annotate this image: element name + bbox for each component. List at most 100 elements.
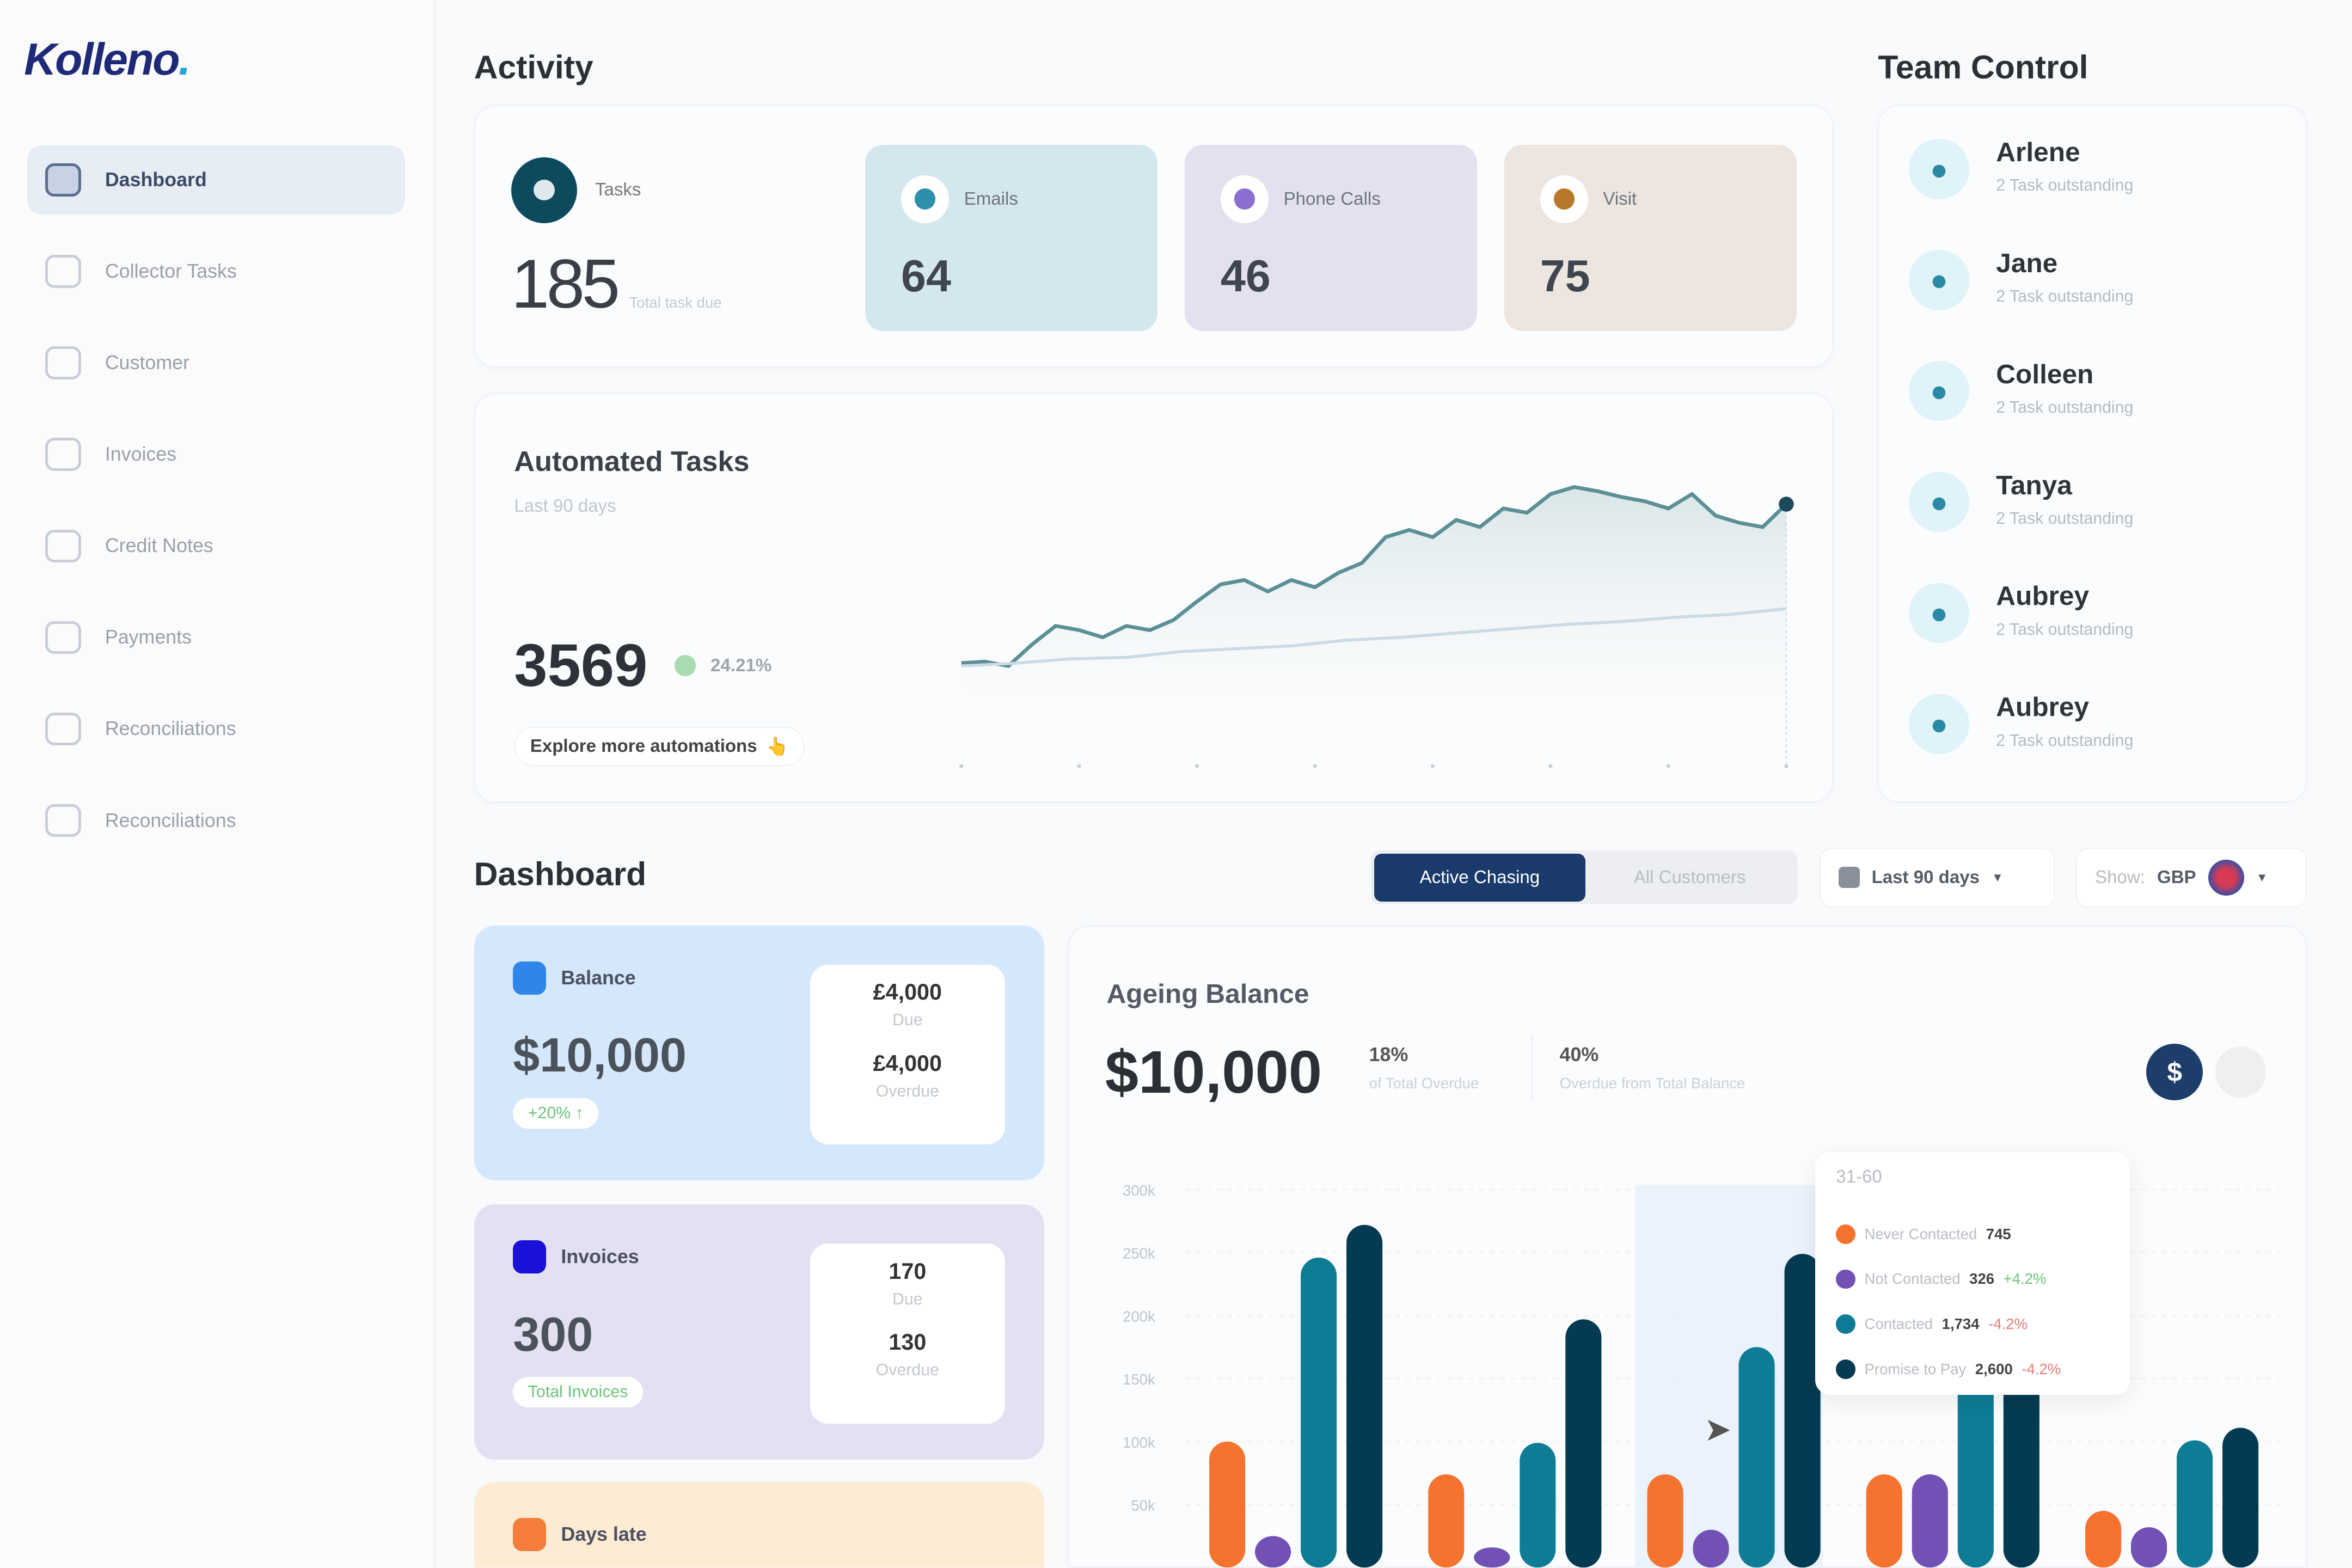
line-series-0 xyxy=(961,485,1787,668)
kpi-label: Days late xyxy=(561,1523,647,1545)
member-name: Colleen xyxy=(1996,358,2094,389)
team-member[interactable]: ● Aubrey 2 Task outstanding xyxy=(1909,691,2133,755)
line-point-marker[interactable] xyxy=(1778,497,1794,512)
sidebar-item-dashboard[interactable]: Dashboard xyxy=(27,145,405,215)
y-tick-label: 50k xyxy=(1131,1497,1155,1514)
active-chasing-tab[interactable]: Active Chasing xyxy=(1374,853,1586,902)
tooltip-series: Promise to Pay xyxy=(1864,1360,1967,1377)
bar-not-contacted[interactable] xyxy=(1693,1529,1729,1568)
stat-card-phone-calls[interactable]: Phone Calls 46 xyxy=(1184,145,1477,332)
invoice-icon xyxy=(45,438,81,471)
legend-dot-icon xyxy=(1836,1269,1856,1289)
tooltip-row: Not Contacted 326 +4.2% xyxy=(1836,1257,2109,1302)
bar-never-contacted[interactable] xyxy=(1428,1474,1464,1568)
email-icon xyxy=(901,175,950,223)
team-member[interactable]: ● Colleen 2 Task outstanding xyxy=(1909,358,2133,421)
bar-contacted[interactable] xyxy=(2176,1440,2213,1568)
logo-dot: . xyxy=(178,33,191,84)
sidebar-item-collector-tasks[interactable]: Collector Tasks xyxy=(27,237,405,306)
currency-view-button[interactable]: $ xyxy=(2146,1043,2203,1101)
bar-contacted[interactable] xyxy=(1519,1442,1556,1568)
currency-dropdown[interactable]: Show: GBP ▼ xyxy=(2076,847,2307,908)
kpi-value: $10,000 xyxy=(513,1028,687,1082)
bar-never-contacted[interactable] xyxy=(2085,1510,2121,1568)
x-tick xyxy=(1430,764,1435,768)
breakdown-label: Due xyxy=(892,1290,923,1308)
sidebar-item-customer[interactable]: Customer xyxy=(27,328,405,397)
sidebar-item-payments[interactable]: Payments xyxy=(27,603,405,672)
phone-icon xyxy=(1220,175,1269,223)
bar-promise-to-pay[interactable] xyxy=(1565,1319,1602,1568)
bar-not-contacted[interactable] xyxy=(1912,1474,1948,1568)
team-member[interactable]: ● Tanya 2 Task outstanding xyxy=(1909,469,2133,532)
kpi-card-invoices[interactable]: Invoices 300 Total Invoices 170 Due 130 Overdu… xyxy=(474,1204,1044,1460)
y-tick-label: 100k xyxy=(1123,1434,1155,1451)
stat-card-emails[interactable]: Emails 64 xyxy=(865,145,1158,332)
bar-promise-to-pay[interactable] xyxy=(2003,1378,2039,1568)
currency-value: GBP xyxy=(2157,867,2196,887)
explore-automations-button[interactable]: Explore more automations 👆 xyxy=(514,727,805,767)
all-customers-tab[interactable]: All Customers xyxy=(1633,867,1746,887)
legend-dot-icon xyxy=(1836,1359,1856,1379)
kpi-value: 300 xyxy=(513,1307,593,1361)
sidebar-item-label: Dashboard xyxy=(105,169,207,191)
bar-promise-to-pay[interactable] xyxy=(1784,1253,1821,1568)
breakdown-value: 130 xyxy=(889,1330,927,1355)
bar-never-contacted[interactable] xyxy=(1209,1441,1245,1568)
pointing-hand-icon: 👆 xyxy=(766,736,789,757)
bar-never-contacted[interactable] xyxy=(1866,1474,1902,1568)
team-member[interactable]: ● Jane 2 Task outstanding xyxy=(1909,247,2133,310)
team-member[interactable]: ● Arlene 2 Task outstanding xyxy=(1909,136,2133,199)
overdue-balance-pct: 40% xyxy=(1559,1043,1599,1065)
sidebar-item-reconciliations[interactable]: Reconciliations xyxy=(27,695,405,764)
count-view-button[interactable] xyxy=(2215,1046,2267,1098)
bar-not-contacted[interactable] xyxy=(2130,1527,2167,1568)
bar-contacted[interactable] xyxy=(1957,1365,1994,1568)
tooltip-value: 745 xyxy=(1986,1225,2011,1242)
overdue-pct: 18% xyxy=(1369,1043,1408,1065)
ageing-balance-value: $10,000 xyxy=(1105,1038,1322,1106)
legend-dot-icon xyxy=(1836,1314,1856,1334)
member-tasks: 2 Task outstanding xyxy=(1996,510,2134,528)
stat-card-visit[interactable]: Visit 75 xyxy=(1504,145,1797,332)
period-value: Last 90 days xyxy=(1871,867,1980,887)
kolleno-logo[interactable]: Kolleno. xyxy=(24,33,191,85)
tasks-sub: Total task due xyxy=(629,294,722,311)
dashboard-icon xyxy=(45,163,81,197)
bar-not-contacted[interactable] xyxy=(1473,1547,1510,1568)
sidebar-item-invoices[interactable]: Invoices xyxy=(27,420,405,489)
bar-promise-to-pay[interactable] xyxy=(2222,1428,2258,1568)
sidebar-item-credit-notes[interactable]: Credit Notes xyxy=(27,511,405,580)
breakdown-value: 170 xyxy=(889,1258,927,1284)
tooltip-change: -4.2% xyxy=(2022,1360,2061,1377)
tooltip-series: Contacted xyxy=(1864,1315,1933,1333)
sidebar-item-label: Collector Tasks xyxy=(105,260,237,283)
bar-contacted[interactable] xyxy=(1738,1347,1775,1568)
kpi-label: Invoices xyxy=(561,1246,639,1268)
bar-contacted[interactable] xyxy=(1300,1257,1337,1568)
team-member[interactable]: ● Aubrey 2 Task outstanding xyxy=(1909,580,2133,644)
bar-promise-to-pay[interactable] xyxy=(1346,1224,1382,1568)
reconciliation-icon xyxy=(45,804,81,837)
automated-tasks-value: 3569 xyxy=(514,632,648,700)
ageing-balance-bar-chart: 300k 250k 200k 150k 100k 50k xyxy=(1123,1182,2280,1568)
bar-never-contacted[interactable] xyxy=(1647,1474,1683,1568)
activity-title: Activity xyxy=(474,48,593,86)
sidebar-item-reconciliations[interactable]: Reconciliations xyxy=(27,786,405,855)
member-name: Arlene xyxy=(1996,136,2080,167)
kpi-card-days-late[interactable]: Days late xyxy=(474,1482,1044,1568)
chevron-down-icon: ▼ xyxy=(1992,870,2004,884)
tooltip-change: -4.2% xyxy=(1988,1315,2028,1333)
bar-not-contacted[interactable] xyxy=(1254,1536,1291,1568)
mouse-cursor-icon: ➤ xyxy=(1704,1410,1732,1448)
x-tick xyxy=(1666,764,1670,768)
ageing-balance-title: Ageing Balance xyxy=(1106,978,1309,1009)
user-avatar-icon: ● xyxy=(1909,472,1969,532)
balance-icon xyxy=(513,961,546,995)
kpi-pill: +20% ↑ xyxy=(513,1098,599,1129)
kpi-card-balance[interactable]: Balance $10,000 +20% ↑ £4,000 Due £4,000 Overd… xyxy=(474,925,1044,1181)
calendar-icon xyxy=(1838,867,1860,888)
tasks-label: Tasks xyxy=(595,180,641,200)
x-tick xyxy=(1195,764,1199,768)
period-dropdown[interactable]: Last 90 days ▼ xyxy=(1819,847,2055,908)
